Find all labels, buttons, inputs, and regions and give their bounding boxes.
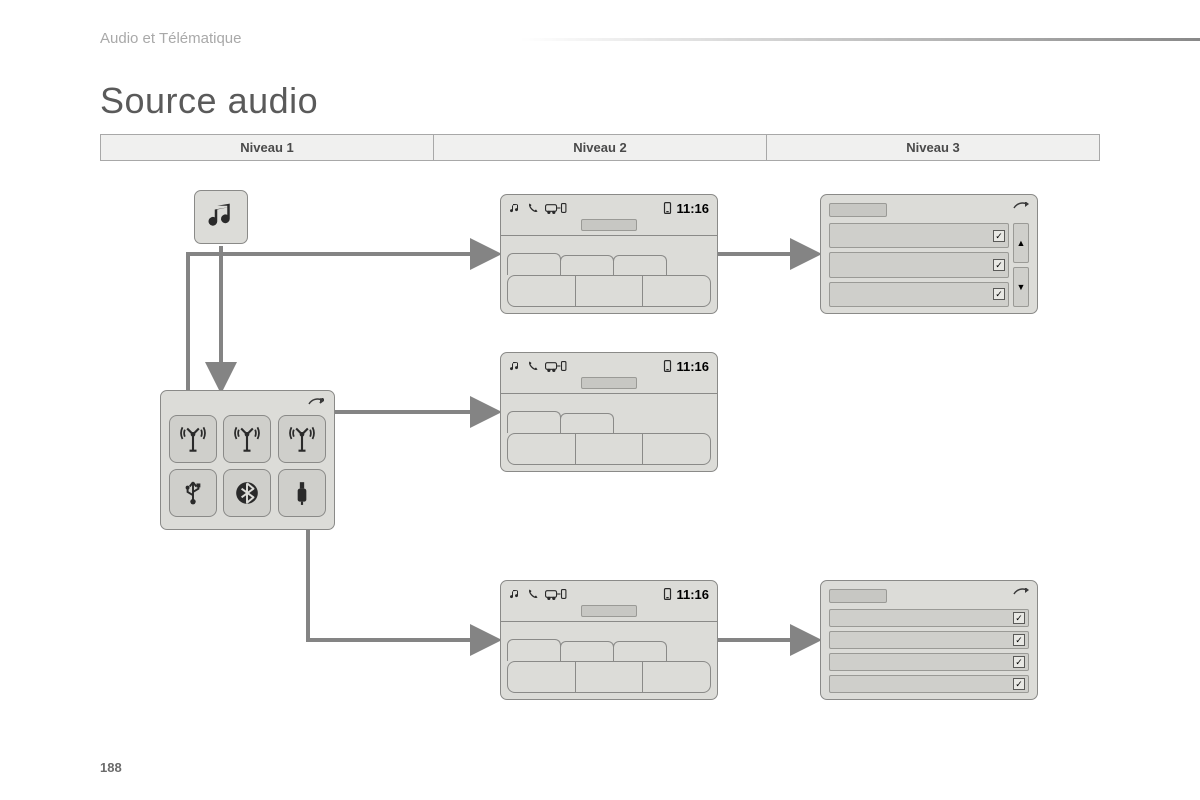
source-selection-panel bbox=[160, 390, 335, 530]
music-note-icon bbox=[509, 202, 521, 214]
media-screen-2: 11:16 bbox=[500, 352, 718, 472]
usb-button[interactable] bbox=[169, 469, 217, 517]
car-phone-icon bbox=[545, 588, 567, 600]
checkbox-icon: ✓ bbox=[993, 288, 1005, 300]
clock-time: 11:16 bbox=[676, 359, 709, 374]
back-icon[interactable] bbox=[308, 397, 324, 415]
list-title-placeholder bbox=[829, 203, 887, 217]
bottom-buttons bbox=[507, 275, 711, 307]
bluetooth-icon bbox=[234, 480, 260, 506]
clock-time: 11:16 bbox=[676, 201, 709, 216]
antenna-icon bbox=[233, 425, 261, 453]
back-icon[interactable] bbox=[1013, 587, 1029, 605]
bottom-btn-1[interactable] bbox=[508, 662, 576, 692]
tab-1[interactable] bbox=[507, 639, 561, 661]
checkbox-icon: ✓ bbox=[1013, 612, 1025, 624]
phone-small-icon bbox=[663, 360, 672, 372]
bottom-btn-3[interactable] bbox=[643, 434, 710, 464]
clock-time: 11:16 bbox=[676, 587, 709, 602]
list-title-placeholder bbox=[829, 589, 887, 603]
phone-icon bbox=[527, 202, 539, 214]
list-item[interactable]: ✓ bbox=[829, 675, 1029, 693]
title-placeholder bbox=[581, 219, 637, 231]
list-item[interactable]: ✓ bbox=[829, 609, 1029, 627]
tab-2[interactable] bbox=[560, 255, 614, 275]
tab-2[interactable] bbox=[560, 641, 614, 661]
bottom-btn-2[interactable] bbox=[576, 434, 644, 464]
page-number: 188 bbox=[100, 760, 122, 775]
phone-small-icon bbox=[663, 202, 672, 214]
header-gradient-line bbox=[520, 38, 1200, 41]
media-screen-3: 11:16 bbox=[500, 580, 718, 700]
tab-1[interactable] bbox=[507, 411, 561, 433]
list-item[interactable]: ✓ bbox=[829, 631, 1029, 649]
antenna-icon bbox=[288, 425, 316, 453]
section-header: Audio et Télématique bbox=[100, 30, 241, 47]
list-screen-3: ✓ ✓ ✓ ✓ bbox=[820, 580, 1038, 700]
checkbox-icon: ✓ bbox=[993, 230, 1005, 242]
bottom-btn-3[interactable] bbox=[643, 662, 710, 692]
bottom-btn-1[interactable] bbox=[508, 434, 576, 464]
antenna-3-button[interactable] bbox=[278, 415, 326, 463]
car-phone-icon bbox=[545, 202, 567, 214]
checkbox-icon: ✓ bbox=[1013, 678, 1025, 690]
scroll-up-button[interactable]: ▲ bbox=[1013, 223, 1029, 263]
title-placeholder bbox=[581, 605, 637, 617]
car-phone-icon bbox=[545, 360, 567, 372]
bottom-btn-2[interactable] bbox=[576, 662, 644, 692]
tab-3[interactable] bbox=[613, 641, 667, 661]
tab-3[interactable] bbox=[613, 255, 667, 275]
bottom-btn-3[interactable] bbox=[643, 276, 710, 306]
phone-icon bbox=[527, 588, 539, 600]
checkbox-icon: ✓ bbox=[993, 259, 1005, 271]
bottom-buttons bbox=[507, 661, 711, 693]
aux-jack-icon bbox=[292, 480, 312, 506]
aux-button[interactable] bbox=[278, 469, 326, 517]
music-note-icon bbox=[206, 202, 236, 232]
bluetooth-button[interactable] bbox=[223, 469, 271, 517]
bottom-btn-1[interactable] bbox=[508, 276, 576, 306]
antenna-1-button[interactable] bbox=[169, 415, 217, 463]
antenna-2-button[interactable] bbox=[223, 415, 271, 463]
scroll-down-button[interactable]: ▼ bbox=[1013, 267, 1029, 307]
list-item[interactable]: ✓ bbox=[829, 653, 1029, 671]
list-item[interactable]: ✓ bbox=[829, 252, 1009, 277]
music-note-icon bbox=[509, 360, 521, 372]
checkbox-icon: ✓ bbox=[1013, 634, 1025, 646]
antenna-icon bbox=[179, 425, 207, 453]
list-item[interactable]: ✓ bbox=[829, 282, 1009, 307]
list-item[interactable]: ✓ bbox=[829, 223, 1009, 248]
level-1-header: Niveau 1 bbox=[101, 135, 434, 161]
diagram-canvas: 11:16 bbox=[100, 160, 1100, 760]
music-note-icon bbox=[509, 588, 521, 600]
page-title: Source audio bbox=[100, 80, 318, 122]
phone-small-icon bbox=[663, 588, 672, 600]
tab-1[interactable] bbox=[507, 253, 561, 275]
title-placeholder bbox=[581, 377, 637, 389]
music-source-button[interactable] bbox=[194, 190, 248, 244]
levels-header-table: Niveau 1 Niveau 2 Niveau 3 bbox=[100, 134, 1100, 161]
bottom-btn-2[interactable] bbox=[576, 276, 644, 306]
list-screen-1: ✓ ✓ ✓ ▲ ▼ bbox=[820, 194, 1038, 314]
checkbox-icon: ✓ bbox=[1013, 656, 1025, 668]
usb-icon bbox=[180, 480, 206, 506]
tab-2[interactable] bbox=[560, 413, 614, 433]
media-screen-1: 11:16 bbox=[500, 194, 718, 314]
back-icon[interactable] bbox=[1013, 201, 1029, 219]
level-2-header: Niveau 2 bbox=[434, 135, 767, 161]
level-3-header: Niveau 3 bbox=[767, 135, 1100, 161]
bottom-buttons bbox=[507, 433, 711, 465]
phone-icon bbox=[527, 360, 539, 372]
